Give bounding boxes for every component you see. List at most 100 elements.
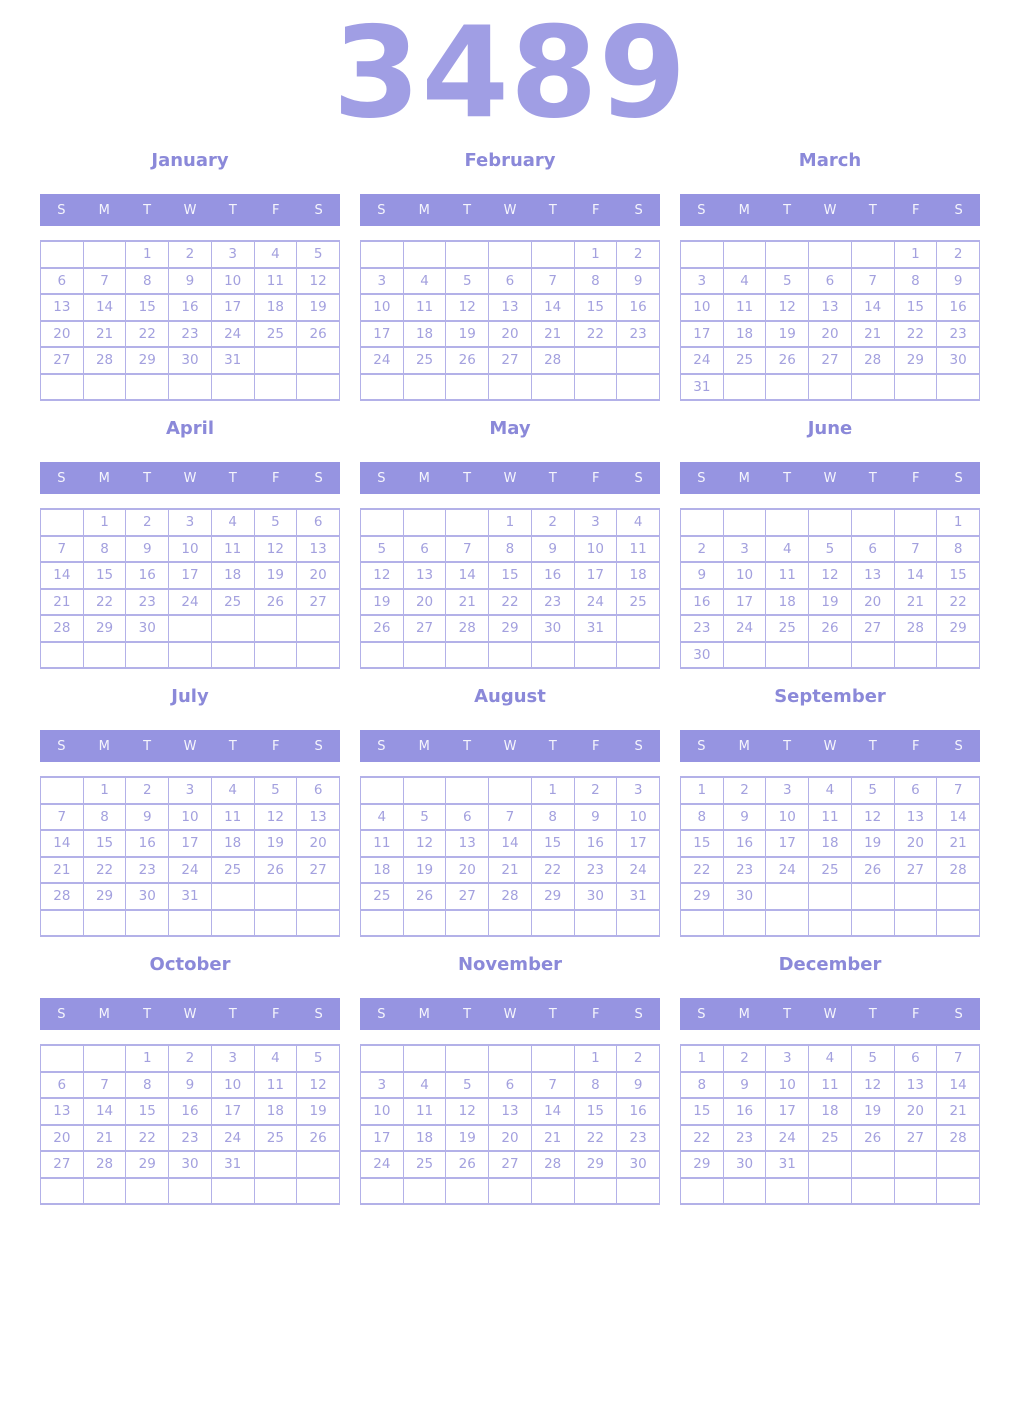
weekday-label: M: [98, 738, 110, 754]
day-cell: 23: [125, 855, 170, 884]
day-cell: 12: [360, 561, 404, 590]
empty-day-cell: [402, 508, 447, 537]
day-cell: 1: [82, 776, 127, 805]
week-row: 6 7 8 9 10 11 12: [40, 266, 340, 295]
empty-day-cell: [82, 372, 127, 401]
empty-day-cell: [893, 508, 938, 537]
week-row: 13 14 15 16 17 18 19: [40, 1097, 340, 1126]
weekday-label: S: [697, 202, 706, 218]
weekday-label: S: [697, 1006, 706, 1022]
empty-day-cell: [850, 240, 895, 269]
day-cell: 15: [530, 829, 575, 858]
weekday-label: T: [868, 202, 877, 218]
day-cell: 12: [850, 1070, 895, 1099]
weekday-label: T: [143, 470, 152, 486]
day-cell: 12: [445, 293, 490, 322]
day-cell: 29: [573, 1150, 618, 1179]
day-cell: 25: [765, 614, 810, 643]
month-title: September: [774, 686, 886, 707]
empty-day-cell: [808, 1150, 852, 1179]
day-cell: 13: [808, 293, 852, 322]
weekday-label: F: [591, 1006, 600, 1022]
day-cell: 16: [722, 1097, 767, 1126]
day-cell: 16: [616, 1097, 660, 1126]
week-row: 25 26 27 28 29 30 31: [360, 882, 660, 911]
day-cell: 18: [722, 319, 767, 348]
day-cell: 22: [936, 587, 980, 616]
weekday-label: M: [418, 1006, 430, 1022]
day-cell: 22: [573, 1123, 618, 1152]
empty-day-cell: [360, 1176, 404, 1205]
day-cell: 1: [125, 240, 170, 269]
empty-day-cell: [82, 240, 127, 269]
weekday-label: S: [314, 738, 323, 754]
weekday-label: F: [911, 1006, 920, 1022]
day-cell: 14: [40, 829, 84, 858]
day-cell: 10: [765, 1070, 810, 1099]
day-cell: 24: [573, 587, 618, 616]
week-row: [680, 1176, 980, 1205]
empty-day-cell: [210, 372, 255, 401]
weekday-label: S: [697, 738, 706, 754]
day-cell: 16: [530, 561, 575, 590]
empty-day-cell: [125, 372, 170, 401]
empty-day-cell: [616, 346, 660, 375]
day-cell: 8: [530, 802, 575, 831]
day-cell: 15: [82, 829, 127, 858]
day-cell: 27: [488, 1150, 532, 1179]
day-cell: 3: [616, 776, 660, 805]
day-cell: 7: [530, 1070, 575, 1099]
day-cell: 17: [360, 319, 404, 348]
day-cell: 28: [40, 882, 84, 911]
day-cell: 3: [210, 240, 255, 269]
day-cell: 8: [936, 534, 980, 563]
day-cell: 15: [680, 1097, 724, 1126]
day-cell: 12: [445, 1097, 490, 1126]
empty-day-cell: [40, 240, 84, 269]
day-cell: 7: [40, 802, 84, 831]
day-cell: 9: [616, 266, 660, 295]
empty-day-cell: [722, 240, 767, 269]
day-cell: 27: [893, 1123, 938, 1152]
day-cell: 3: [168, 508, 212, 537]
empty-day-cell: [765, 1176, 810, 1205]
day-cell: 26: [808, 614, 852, 643]
day-cell: 5: [445, 1070, 490, 1099]
day-cell: 24: [680, 346, 724, 375]
day-cell: 24: [360, 346, 404, 375]
day-cell: 25: [402, 346, 447, 375]
day-cell: 25: [722, 346, 767, 375]
day-cell: 7: [488, 802, 532, 831]
day-cell: 31: [210, 1150, 255, 1179]
weekday-label: M: [738, 1006, 750, 1022]
empty-day-cell: [488, 372, 532, 401]
empty-day-cell: [82, 640, 127, 669]
empty-day-cell: [296, 1176, 340, 1205]
weekday-label: T: [868, 470, 877, 486]
day-cell: 1: [573, 240, 618, 269]
day-cell: 9: [125, 534, 170, 563]
day-cell: 30: [573, 882, 618, 911]
empty-day-cell: [168, 372, 212, 401]
day-cell: 19: [296, 293, 340, 322]
day-cell: 27: [808, 346, 852, 375]
month-title: April: [165, 418, 215, 439]
day-cell: 9: [722, 1070, 767, 1099]
empty-day-cell: [40, 372, 84, 401]
day-cell: 14: [530, 1097, 575, 1126]
week-row: 28 29 30: [40, 614, 340, 643]
day-cell: 28: [40, 614, 84, 643]
empty-day-cell: [488, 240, 532, 269]
day-cell: 3: [360, 266, 404, 295]
day-cell: 20: [402, 587, 447, 616]
day-cell: 24: [765, 855, 810, 884]
day-cell: 21: [40, 855, 84, 884]
empty-day-cell: [680, 1176, 724, 1205]
day-cell: 18: [210, 829, 255, 858]
day-cell: 22: [82, 587, 127, 616]
weekday-label: S: [634, 1006, 643, 1022]
